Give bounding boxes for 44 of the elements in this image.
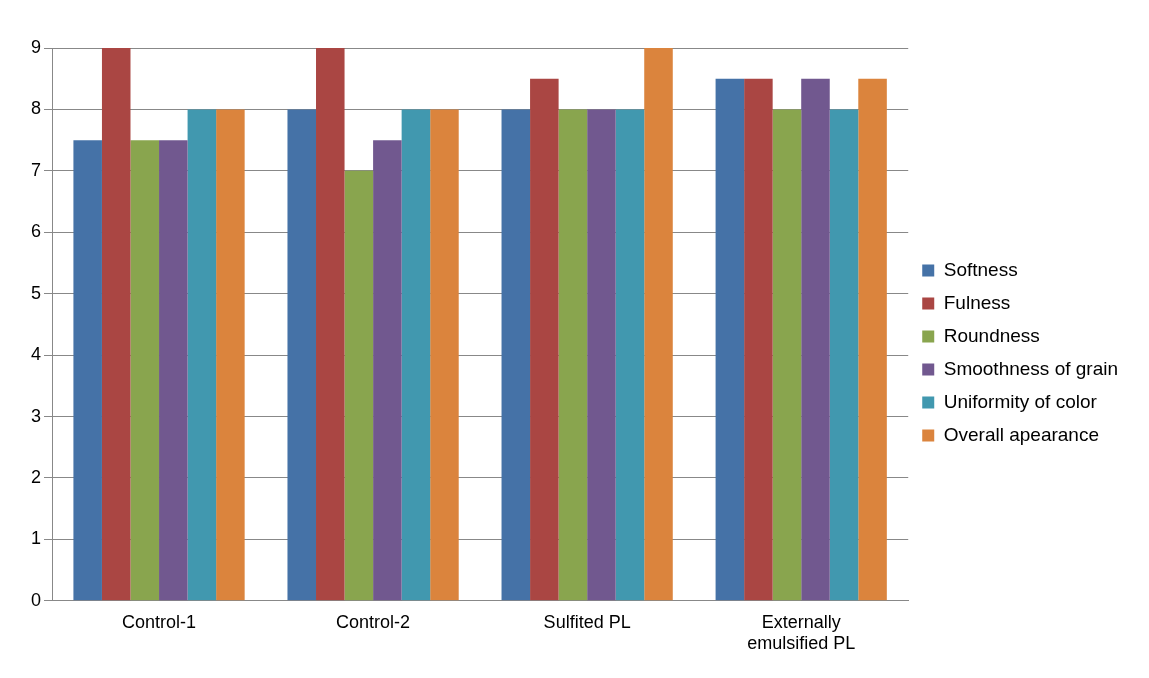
y-tick-label: 7 [31, 159, 42, 180]
bar [501, 109, 531, 601]
y-tick-label: 4 [31, 344, 42, 365]
bar [829, 109, 859, 601]
bar [159, 140, 188, 601]
x-tick-label: Sulfited PL [543, 611, 631, 632]
bar [530, 78, 559, 601]
legend-label: Roundness [943, 324, 1040, 346]
legend-label: Smoothness of grain [943, 357, 1118, 379]
bar [744, 78, 773, 601]
bar [401, 109, 431, 601]
bar [373, 140, 402, 601]
bar [772, 109, 802, 601]
y-tick-label: 9 [31, 36, 42, 57]
bar [801, 78, 830, 601]
bar [316, 48, 345, 601]
legend-label: Softness [943, 258, 1018, 280]
bar [216, 109, 245, 601]
x-tick-label: Control-1 [122, 611, 197, 632]
y-tick-label: 5 [31, 282, 42, 303]
bar [344, 170, 374, 601]
x-tick-label: Control-2 [336, 611, 411, 632]
bar [558, 109, 588, 601]
bar [715, 78, 745, 601]
bar [130, 140, 160, 601]
y-tick-label: 8 [31, 98, 42, 119]
bar [615, 109, 645, 601]
bar [187, 109, 217, 601]
bar [644, 48, 673, 601]
bar [287, 109, 317, 601]
legend-label: Overall apearance [943, 423, 1099, 445]
y-tick-label: 1 [31, 528, 42, 549]
y-tick-label: 3 [31, 405, 42, 426]
bar [73, 140, 102, 601]
legend-label: Fulness [943, 291, 1011, 313]
legend-label: Uniformity of color [943, 390, 1098, 412]
bar [101, 48, 131, 601]
y-tick-label: 2 [31, 466, 42, 487]
bar [858, 78, 887, 601]
bar [587, 109, 616, 601]
bar [430, 109, 459, 601]
x-tick-label: Externally emulsified PL [747, 611, 856, 654]
y-tick-label: 0 [31, 589, 42, 610]
y-tick-label: 6 [31, 221, 42, 242]
